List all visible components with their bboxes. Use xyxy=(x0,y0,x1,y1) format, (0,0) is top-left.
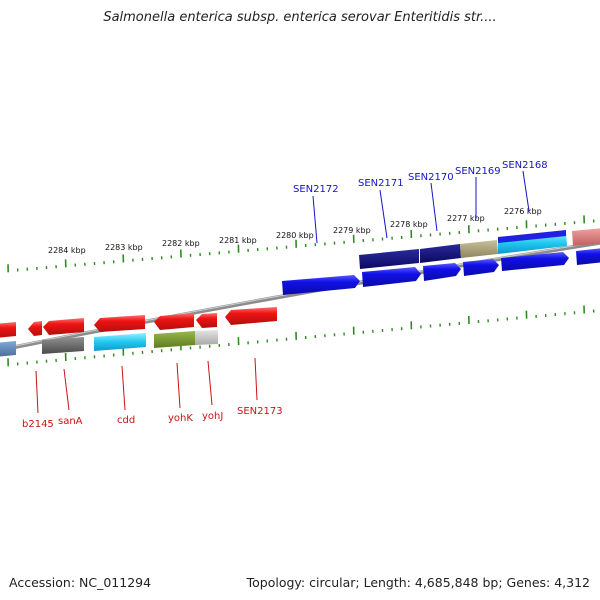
gene-feature[interactable] xyxy=(42,337,84,354)
gene-arrow[interactable] xyxy=(196,313,217,328)
topology-summary: Topology: circular; Length: 4,685,848 bp… xyxy=(246,575,590,590)
gene-feature[interactable] xyxy=(94,333,146,351)
label-leader xyxy=(430,182,438,232)
gene-label-sen2169[interactable]: SEN2169 xyxy=(455,166,501,177)
scale-label: 2280 kbp xyxy=(276,231,314,240)
label-leader xyxy=(35,370,39,414)
gene-label-sen2173[interactable]: SEN2173 xyxy=(237,406,283,417)
gene-arrow[interactable] xyxy=(501,252,569,271)
gene-arrow[interactable] xyxy=(423,263,461,281)
label-leader xyxy=(379,189,388,239)
gene-arrow[interactable] xyxy=(576,248,600,265)
accession-text: Accession: NC_011294 xyxy=(9,575,152,590)
label-leader xyxy=(176,362,181,409)
label-leader xyxy=(254,357,258,401)
gene-arrow[interactable] xyxy=(463,259,499,276)
gene-feature[interactable] xyxy=(498,230,566,243)
gene-feature[interactable] xyxy=(460,240,498,258)
scale-label: 2283 kbp xyxy=(105,243,143,252)
scale-label: 2277 kbp xyxy=(447,214,485,223)
reverse-gene-track xyxy=(0,307,277,338)
reverse-gene-labels: b2145 sanA cdd yohK yohJ SEN2173 xyxy=(22,357,283,430)
reverse-cog-track xyxy=(0,330,218,357)
map-title: Salmonella enterica subsp. enterica sero… xyxy=(103,10,497,25)
gene-arrow[interactable] xyxy=(225,307,277,325)
gene-arrow[interactable] xyxy=(28,321,42,336)
forward-cog-track xyxy=(359,228,600,269)
scale-label: 2276 kbp xyxy=(504,207,542,216)
gene-feature[interactable] xyxy=(0,341,16,357)
gene-arrow[interactable] xyxy=(282,275,360,295)
scale-labels: 2284 kbp 2283 kbp 2282 kbp 2281 kbp 2280… xyxy=(48,207,542,255)
label-leader xyxy=(121,365,126,411)
scale-label: 2279 kbp xyxy=(333,226,371,235)
scale-label: 2282 kbp xyxy=(162,239,200,248)
gene-arrow[interactable] xyxy=(154,313,194,330)
label-leader xyxy=(207,360,213,406)
gene-arrow[interactable] xyxy=(43,318,84,335)
gene-label-yohj[interactable]: yohJ xyxy=(202,411,223,422)
gene-label-b2145[interactable]: b2145 xyxy=(22,419,54,430)
label-leader xyxy=(63,368,70,411)
gene-label-sen2171[interactable]: SEN2171 xyxy=(358,178,404,189)
label-leader xyxy=(522,170,530,212)
gene-arrow[interactable] xyxy=(362,267,421,287)
gene-feature[interactable] xyxy=(154,331,195,348)
gene-label-yohk[interactable]: yohK xyxy=(168,413,193,424)
label-leader xyxy=(312,195,318,244)
gene-label-cdd[interactable]: cdd xyxy=(117,415,135,426)
gene-label-sen2172[interactable]: SEN2172 xyxy=(293,184,339,195)
gene-feature[interactable] xyxy=(420,244,461,263)
top-scale-ticks xyxy=(7,215,595,273)
scale-label: 2284 kbp xyxy=(48,246,86,255)
gene-feature[interactable] xyxy=(359,249,419,269)
forward-gene-track xyxy=(282,248,600,295)
gene-arrow[interactable] xyxy=(0,322,16,338)
gene-label-sen2168[interactable]: SEN2168 xyxy=(502,160,548,171)
gene-arrow[interactable] xyxy=(94,315,145,332)
gene-label-sen2170[interactable]: SEN2170 xyxy=(408,172,454,183)
gene-feature[interactable] xyxy=(195,330,218,345)
scale-label: 2281 kbp xyxy=(219,236,257,245)
scale-label: 2278 kbp xyxy=(390,220,428,229)
forward-gene-labels: SEN2172 SEN2171 SEN2170 SEN2169 SEN2168 xyxy=(293,160,548,244)
bottom-scale-ticks xyxy=(7,305,595,367)
gene-label-sana[interactable]: sanA xyxy=(58,416,83,427)
gene-feature[interactable] xyxy=(572,228,600,246)
